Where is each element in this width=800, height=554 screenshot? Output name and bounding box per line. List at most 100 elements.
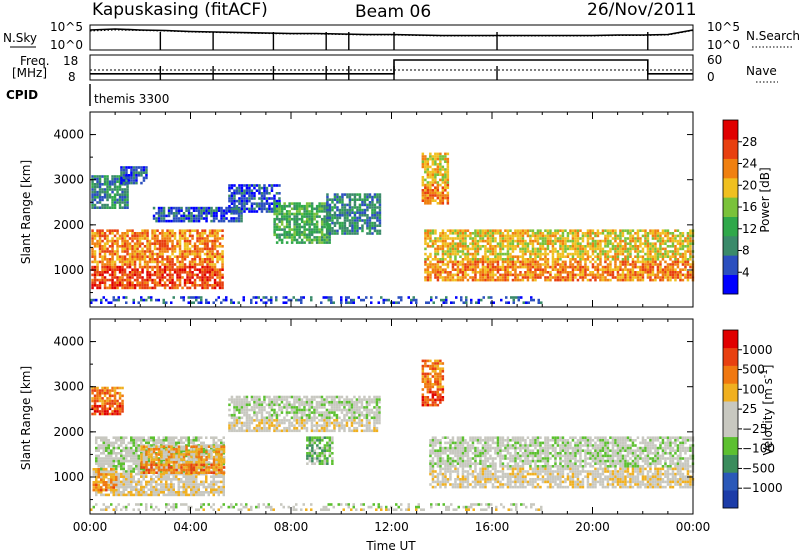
data-cell: [536, 232, 540, 235]
data-cell: [201, 265, 204, 269]
data-cell: [594, 273, 597, 277]
data-cell: [656, 273, 660, 277]
data-cell: [141, 268, 144, 271]
data-cell: [298, 223, 301, 226]
data-cell: [275, 205, 279, 208]
data-cell: [436, 245, 440, 248]
data-cell: [136, 273, 139, 277]
data-cell: [280, 217, 284, 221]
data-cell: [534, 271, 537, 274]
data-cell: [137, 488, 140, 491]
data-cell: [376, 195, 379, 199]
data-cell: [514, 276, 517, 279]
nsky-scan-markers: [159, 32, 649, 50]
data-cell: [190, 296, 193, 299]
data-cell: [336, 208, 339, 212]
data-cell: [674, 239, 677, 243]
data-cell: [152, 472, 155, 476]
data-cell: [201, 234, 204, 238]
data-cell: [230, 202, 234, 205]
data-cell: [160, 214, 163, 218]
data-cell: [162, 488, 165, 491]
data-cell: [676, 239, 680, 243]
data-cell: [521, 250, 525, 253]
data-cell: [454, 232, 457, 235]
data-cell: [102, 493, 105, 497]
data-cell: [609, 271, 612, 274]
data-cell: [429, 191, 432, 195]
data-cell: [107, 457, 110, 460]
data-cell: [454, 237, 457, 240]
data-cell: [186, 247, 189, 251]
data-cell: [198, 255, 202, 258]
data-cell: [654, 250, 657, 253]
data-cell: [327, 298, 330, 302]
data-cell: [323, 202, 326, 205]
data-cell: [439, 194, 442, 197]
data-cell: [96, 190, 99, 194]
data-cell: [429, 271, 432, 274]
data-cell: [664, 232, 667, 235]
data-cell: [631, 276, 635, 279]
data-cell: [451, 260, 455, 264]
data-cell: [178, 237, 182, 240]
data-cell: [203, 229, 207, 232]
data-cell: [421, 189, 425, 192]
data-cell: [211, 286, 214, 290]
data-cell: [227, 219, 231, 223]
data-cell: [132, 439, 135, 442]
data-cell: [356, 224, 359, 227]
data-cell: [526, 265, 530, 269]
data-cell: [170, 219, 173, 223]
data-cell: [626, 242, 630, 245]
data-cell: [200, 296, 203, 299]
data-cell: [601, 232, 605, 235]
data-cell: [185, 493, 188, 497]
data-cell: [146, 247, 149, 251]
data-cell: [686, 232, 690, 235]
data-cell: [147, 488, 150, 491]
data-cell: [263, 207, 266, 211]
data-cell: [170, 209, 173, 212]
data-cell: [181, 255, 184, 258]
data-cell: [95, 457, 98, 460]
data-cell: [97, 480, 100, 484]
data-cell: [584, 273, 587, 277]
data-cell: [566, 276, 570, 279]
data-cell: [293, 202, 296, 205]
data-cell: [152, 439, 155, 442]
data-cell: [185, 472, 188, 476]
data-cell: [345, 298, 348, 302]
data-cell: [137, 459, 140, 463]
data-cell: [186, 245, 189, 248]
data-cell: [146, 271, 149, 274]
data-cell: [534, 260, 537, 264]
data-cell: [524, 276, 527, 279]
data-cell: [118, 206, 122, 209]
data-cell: [659, 268, 662, 271]
data-cell: [476, 265, 480, 269]
data-cell: [554, 234, 557, 238]
data-cell: [148, 245, 152, 248]
data-cell: [136, 255, 139, 258]
data-cell: [91, 193, 94, 196]
data-cell: [161, 250, 164, 253]
data-cell: [195, 214, 198, 218]
data-cell: [215, 206, 218, 210]
data-cell: [162, 436, 165, 439]
data-cell: [178, 245, 182, 248]
data-cell: [143, 250, 147, 253]
data-cell: [489, 278, 492, 282]
data-cell: [137, 444, 140, 447]
data-cell: [318, 210, 321, 213]
data-cell: [233, 189, 236, 192]
data-cell: [91, 180, 94, 183]
data-cell: [604, 229, 607, 232]
data-cell: [561, 250, 565, 253]
data-cell: [206, 250, 209, 253]
data-cell: [469, 260, 472, 264]
data-cell: [646, 250, 650, 253]
data-cell: [621, 271, 625, 274]
data-cell: [111, 232, 114, 235]
